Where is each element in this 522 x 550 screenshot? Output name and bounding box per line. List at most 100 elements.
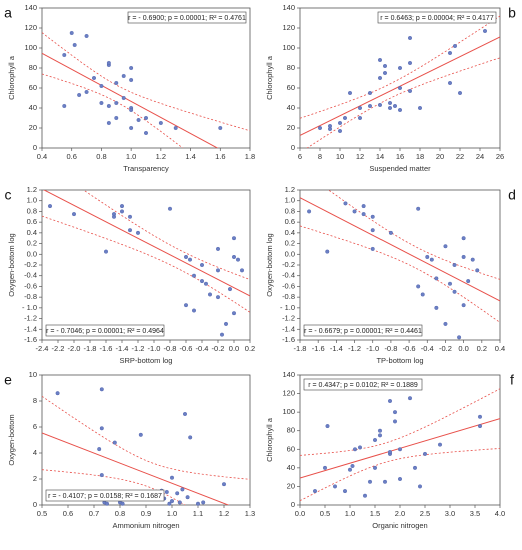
point	[120, 501, 125, 506]
point	[408, 88, 413, 93]
point	[398, 477, 403, 482]
panel: -1.8 -1.6 -1.4 -1.2 -1.0 -0.8 -0.6 -0.4 -0.2 0.0 0…	[265, 185, 516, 365]
point	[343, 201, 348, 206]
point	[99, 426, 104, 431]
x-axis-label: TP-bottom log	[376, 356, 423, 365]
point	[363, 493, 368, 498]
point	[478, 414, 483, 419]
y-tick-label: -1.4	[282, 324, 295, 333]
x-tick-label: 4.0	[495, 509, 505, 518]
y-tick-label: -0.6	[282, 281, 295, 290]
x-tick-label: 0.7	[89, 509, 99, 518]
x-tick-label: 6	[298, 152, 302, 161]
y-tick-label: -1.2	[24, 314, 37, 323]
annotation-box	[45, 489, 165, 502]
x-tick-label: -2.0	[68, 344, 81, 353]
point	[398, 107, 403, 112]
x-tick-label: 14	[376, 152, 384, 161]
y-axis-label: Oxygen-bottom log	[265, 233, 274, 296]
point	[466, 279, 471, 284]
y-tick-label: 60	[287, 83, 295, 92]
point	[368, 103, 373, 108]
point	[388, 399, 393, 404]
x-tick-label: 1.2	[156, 152, 166, 161]
point	[62, 103, 67, 108]
annotation: r = 0.6463; p = 0.00004; R² = 0.4177	[380, 15, 494, 22]
point	[408, 61, 413, 66]
point	[475, 268, 480, 273]
point	[416, 284, 421, 289]
point	[223, 321, 228, 326]
fit-group	[42, 190, 250, 313]
y-tick-label: -0.2	[282, 260, 295, 269]
x-tick-label: 12	[356, 152, 364, 161]
x-axis-label: Ammonium nitrogen	[112, 521, 179, 530]
x-axis-label: Transparency	[123, 164, 169, 173]
point	[378, 75, 383, 80]
x-tick-label: -0.4	[196, 344, 209, 353]
point	[55, 391, 60, 396]
point	[119, 209, 124, 214]
point	[416, 206, 421, 211]
y-tick-label: 0.0	[285, 249, 295, 258]
x-tick-label: -1.6	[312, 344, 325, 353]
y-tick-label: 100	[282, 407, 295, 416]
fit-group	[300, 388, 500, 502]
point	[408, 396, 413, 401]
confidence-band	[42, 32, 250, 132]
panel-letter: e	[4, 372, 12, 388]
y-tick-label: 60	[29, 83, 37, 92]
y-tick-label: 0	[33, 500, 37, 509]
annotation: r = - 0.4107; p = 0.0158; R² = 0.1687	[48, 493, 162, 500]
point	[104, 501, 109, 506]
y-tick-label: 0.2	[285, 239, 295, 248]
point	[221, 482, 226, 487]
point	[418, 105, 423, 110]
annotation-box	[303, 324, 423, 337]
x-tick-label: 24	[476, 152, 484, 161]
point	[413, 465, 418, 470]
y-tick-label: - 1.0	[22, 303, 37, 312]
point	[119, 204, 124, 209]
point	[358, 115, 363, 120]
x-tick-label: 20	[436, 152, 444, 161]
annotation-box	[377, 11, 497, 24]
point	[370, 246, 375, 251]
point	[121, 73, 126, 78]
x-tick-label: 1.4	[185, 152, 195, 161]
point	[106, 103, 111, 108]
point	[231, 311, 236, 316]
x-tick-label: -0.2	[439, 344, 452, 353]
point	[343, 489, 348, 494]
point	[129, 77, 134, 82]
point	[323, 465, 328, 470]
panel: -2.4 -2.2 -2.0 -1.8 -1.6 -1.4 -1.2 -1.0 -0.8 -0.6…	[5, 185, 256, 365]
regression-line	[43, 190, 250, 297]
x-tick-label: 0.5	[37, 509, 47, 518]
y-tick-label: 0	[291, 500, 295, 509]
y-tick-label: -0.4	[24, 271, 37, 280]
x-tick-label: -1.2	[132, 344, 145, 353]
point	[182, 412, 187, 417]
x-tick-label: 0.0	[295, 509, 305, 518]
point	[71, 212, 76, 217]
annotation: r = - 0.6900; p = 0.00001; R² = 0.4761	[128, 15, 246, 22]
point	[352, 209, 357, 214]
point	[169, 475, 174, 480]
point	[393, 410, 398, 415]
point	[361, 204, 366, 209]
confidence-band	[300, 388, 500, 456]
point	[423, 451, 428, 456]
point	[343, 115, 348, 120]
point	[72, 43, 77, 48]
point	[388, 100, 393, 105]
fit-group	[300, 15, 500, 148]
point	[173, 125, 178, 130]
x-tick-label: 1.8	[245, 152, 255, 161]
confidence-band	[42, 73, 184, 148]
point	[235, 257, 240, 262]
point	[199, 263, 204, 268]
panel-letter: c	[5, 187, 12, 203]
annotation: r = 0.4347; p = 0.0102; R² = 0.1889	[308, 382, 418, 389]
